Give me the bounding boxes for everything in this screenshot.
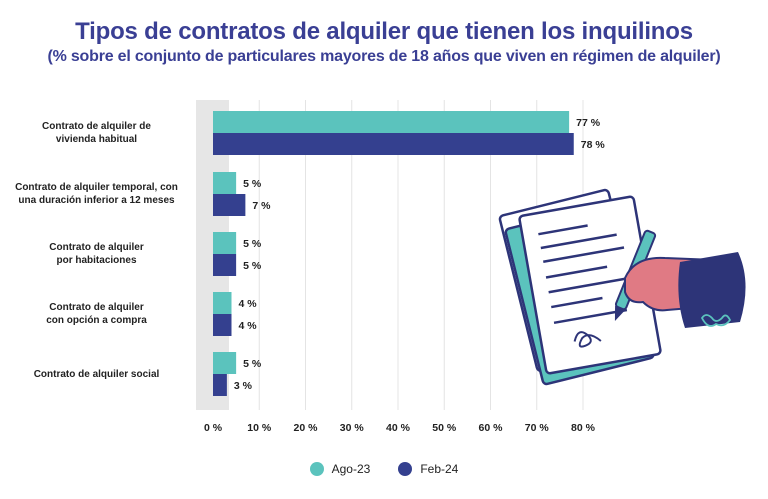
value-label: 5 % bbox=[243, 260, 262, 272]
category-label: Contrato de alquiler con opción a compra bbox=[4, 301, 189, 327]
bar-ago23-4 bbox=[213, 352, 237, 374]
x-tick-label: 50 % bbox=[432, 422, 457, 434]
legend-item-feb24: Feb-24 bbox=[398, 462, 458, 476]
category-label-line: con opción a compra bbox=[46, 315, 147, 326]
bar-feb24-3 bbox=[213, 314, 232, 336]
value-label: 5 % bbox=[243, 238, 262, 250]
category-label: Contrato de alquiler de vivienda habitual bbox=[4, 120, 189, 146]
x-tick-label: 70 % bbox=[525, 422, 550, 434]
bar-feb24-0 bbox=[213, 133, 574, 155]
bar-ago23-1 bbox=[213, 172, 237, 194]
chart-title: Tipos de contratos de alquiler que tiene… bbox=[75, 18, 693, 45]
signing-contract-icon bbox=[498, 188, 746, 386]
category-label-line: Contrato de alquiler social bbox=[33, 368, 160, 380]
x-tick-label: 30 % bbox=[340, 422, 365, 434]
category-label: Contrato de alquiler social bbox=[4, 368, 189, 381]
category-label-line: Contrato de alquiler bbox=[49, 242, 144, 253]
bar-ago23-3 bbox=[213, 292, 232, 314]
value-label: 78 % bbox=[581, 139, 606, 151]
legend-label-ago23: Ago-23 bbox=[331, 462, 371, 476]
x-tick-label: 0 % bbox=[204, 422, 223, 434]
x-axis-tick-labels: 0 % 10 % 20 % 30 % 40 % 50 % 60 % 70 % 80 % bbox=[204, 422, 596, 434]
chart-subtitle: (% sobre el conjunto de particulares may… bbox=[47, 48, 721, 65]
category-label-line: por habitaciones bbox=[56, 255, 137, 266]
bar-feb24-4 bbox=[213, 374, 227, 396]
category-label-line: Contrato de alquiler temporal, con bbox=[15, 182, 178, 193]
x-tick-label: 20 % bbox=[294, 422, 319, 434]
category-label-line: una duración inferior a 12 meses bbox=[18, 195, 175, 206]
value-label: 3 % bbox=[234, 380, 253, 392]
category-label: Contrato de alquiler por habitaciones bbox=[4, 241, 189, 267]
x-tick-label: 60 % bbox=[479, 422, 504, 434]
legend-item-ago23: Ago-23 bbox=[309, 462, 371, 476]
value-labels: 77 % 5 % 5 % 4 % 5 % 78 % 7 % 5 % 4 % 3 % bbox=[234, 117, 605, 392]
category-label-line: Contrato de alquiler bbox=[49, 302, 144, 313]
legend-swatch-feb24 bbox=[398, 462, 413, 476]
category-label-line: Contrato de alquiler de bbox=[42, 121, 151, 132]
legend-swatch-ago23 bbox=[309, 462, 324, 476]
value-label: 7 % bbox=[252, 200, 271, 212]
legend: Ago-23 Feb-24 bbox=[0, 462, 768, 476]
x-tick-label: 80 % bbox=[571, 422, 596, 434]
legend-label-feb24: Feb-24 bbox=[420, 462, 459, 476]
x-tick-label: 40 % bbox=[386, 422, 411, 434]
bars bbox=[213, 111, 574, 396]
value-label: 77 % bbox=[576, 117, 601, 129]
bar-ago23-0 bbox=[213, 111, 570, 133]
category-label-line: vivienda habitual bbox=[55, 134, 138, 145]
bar-feb24-2 bbox=[213, 254, 237, 276]
x-tick-label: 10 % bbox=[247, 422, 272, 434]
bar-feb24-1 bbox=[213, 194, 246, 216]
bar-ago23-2 bbox=[213, 232, 237, 254]
value-label: 4 % bbox=[239, 298, 258, 310]
value-label: 4 % bbox=[239, 320, 258, 332]
category-label: Contrato de alquiler temporal, con una du… bbox=[4, 181, 189, 207]
value-label: 5 % bbox=[243, 178, 262, 190]
value-label: 5 % bbox=[243, 358, 262, 370]
